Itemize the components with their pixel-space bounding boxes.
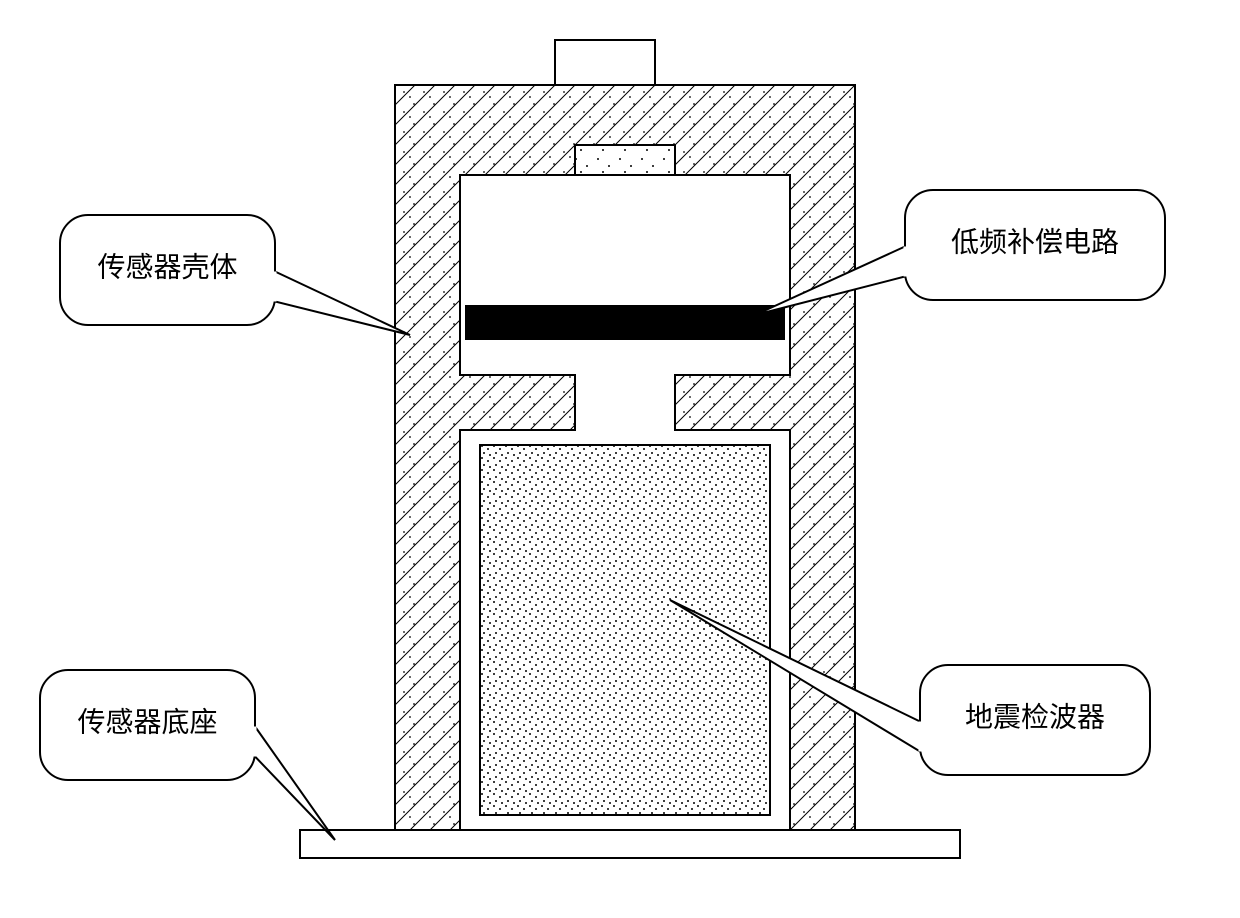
callout-label: 低频补偿电路 bbox=[951, 226, 1119, 258]
callout-label: 地震检波器 bbox=[965, 701, 1105, 733]
sensor-base bbox=[300, 830, 960, 858]
compensation-circuit bbox=[465, 305, 785, 340]
callout-label: 传感器底座 bbox=[77, 706, 217, 738]
callout-label: 传感器壳体 bbox=[97, 251, 237, 283]
sensor-diagram: 传感器壳体 低频补偿电路传感器底座 地震检波器 bbox=[0, 0, 1240, 918]
